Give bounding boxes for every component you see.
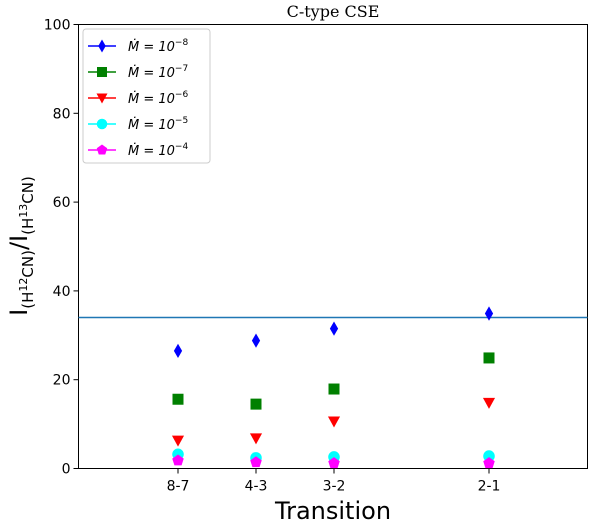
data-point <box>329 321 339 336</box>
y-label-num-sup: 12 <box>17 278 30 292</box>
data-point <box>483 450 495 462</box>
data-point <box>327 416 341 428</box>
legend-label: Ṁ = 10−7 <box>128 64 188 81</box>
y-tick-label: 80 <box>53 106 71 122</box>
legend-marker <box>97 67 107 77</box>
data-point <box>483 352 495 364</box>
y-tick-label: 0 <box>62 462 71 478</box>
y-tick-label: 40 <box>53 284 71 300</box>
y-axis: 0 20 40 60 80 100 <box>44 18 79 478</box>
x-axis: 8-7 4-3 3-2 2-1 <box>167 468 501 495</box>
data-point <box>250 398 262 410</box>
legend-marker <box>96 93 108 104</box>
plot-frame <box>78 24 588 469</box>
x-tick-label: 2-1 <box>478 479 501 495</box>
data-point <box>171 435 185 447</box>
data-point <box>172 393 184 405</box>
data-point <box>249 433 263 445</box>
y-tick-label: 100 <box>44 18 71 34</box>
y-label-slash: /I <box>5 235 33 250</box>
y-label-num-open: (H <box>19 292 37 309</box>
legend-label: Ṁ = 10−8 <box>128 38 188 55</box>
x-tick-label: 4-3 <box>245 479 268 495</box>
data-point <box>483 457 495 469</box>
x-tick-label: 8-7 <box>167 479 190 495</box>
data-point <box>328 457 340 469</box>
data-point <box>482 397 496 409</box>
y-label-den-open: (H <box>19 218 37 235</box>
data-point <box>251 333 261 348</box>
y-label-den-close: CN) <box>19 176 37 204</box>
y-tick-label: 20 <box>53 373 71 389</box>
legend: Ṁ = 10−8 Ṁ = 10−7 Ṁ = 10−6 Ṁ = 10−5 Ṁ = 10−4 <box>82 28 211 164</box>
data-points <box>171 306 496 469</box>
data-point <box>173 343 183 358</box>
legend-marker <box>96 144 108 155</box>
chart-title: C-type CSE <box>287 2 380 21</box>
x-axis-label: Transition <box>274 497 391 525</box>
data-point <box>328 383 340 395</box>
legend-marker <box>98 39 106 53</box>
y-axis-label: I(H12CN)/I(H13CN) <box>5 176 37 316</box>
legend-label: Ṁ = 10−6 <box>128 90 188 107</box>
y-label-den-sup: 13 <box>17 204 30 218</box>
y-label-num-close: CN) <box>19 250 37 278</box>
legend-label: Ṁ = 10−4 <box>128 142 188 159</box>
y-label-base: I <box>5 309 33 316</box>
legend-marker <box>96 118 108 130</box>
data-point <box>484 306 494 321</box>
x-tick-label: 3-2 <box>323 479 346 495</box>
legend-box <box>82 28 211 164</box>
data-point <box>172 454 184 466</box>
legend-label: Ṁ = 10−5 <box>128 116 188 133</box>
data-point <box>250 456 262 468</box>
y-tick-label: 60 <box>53 195 71 211</box>
